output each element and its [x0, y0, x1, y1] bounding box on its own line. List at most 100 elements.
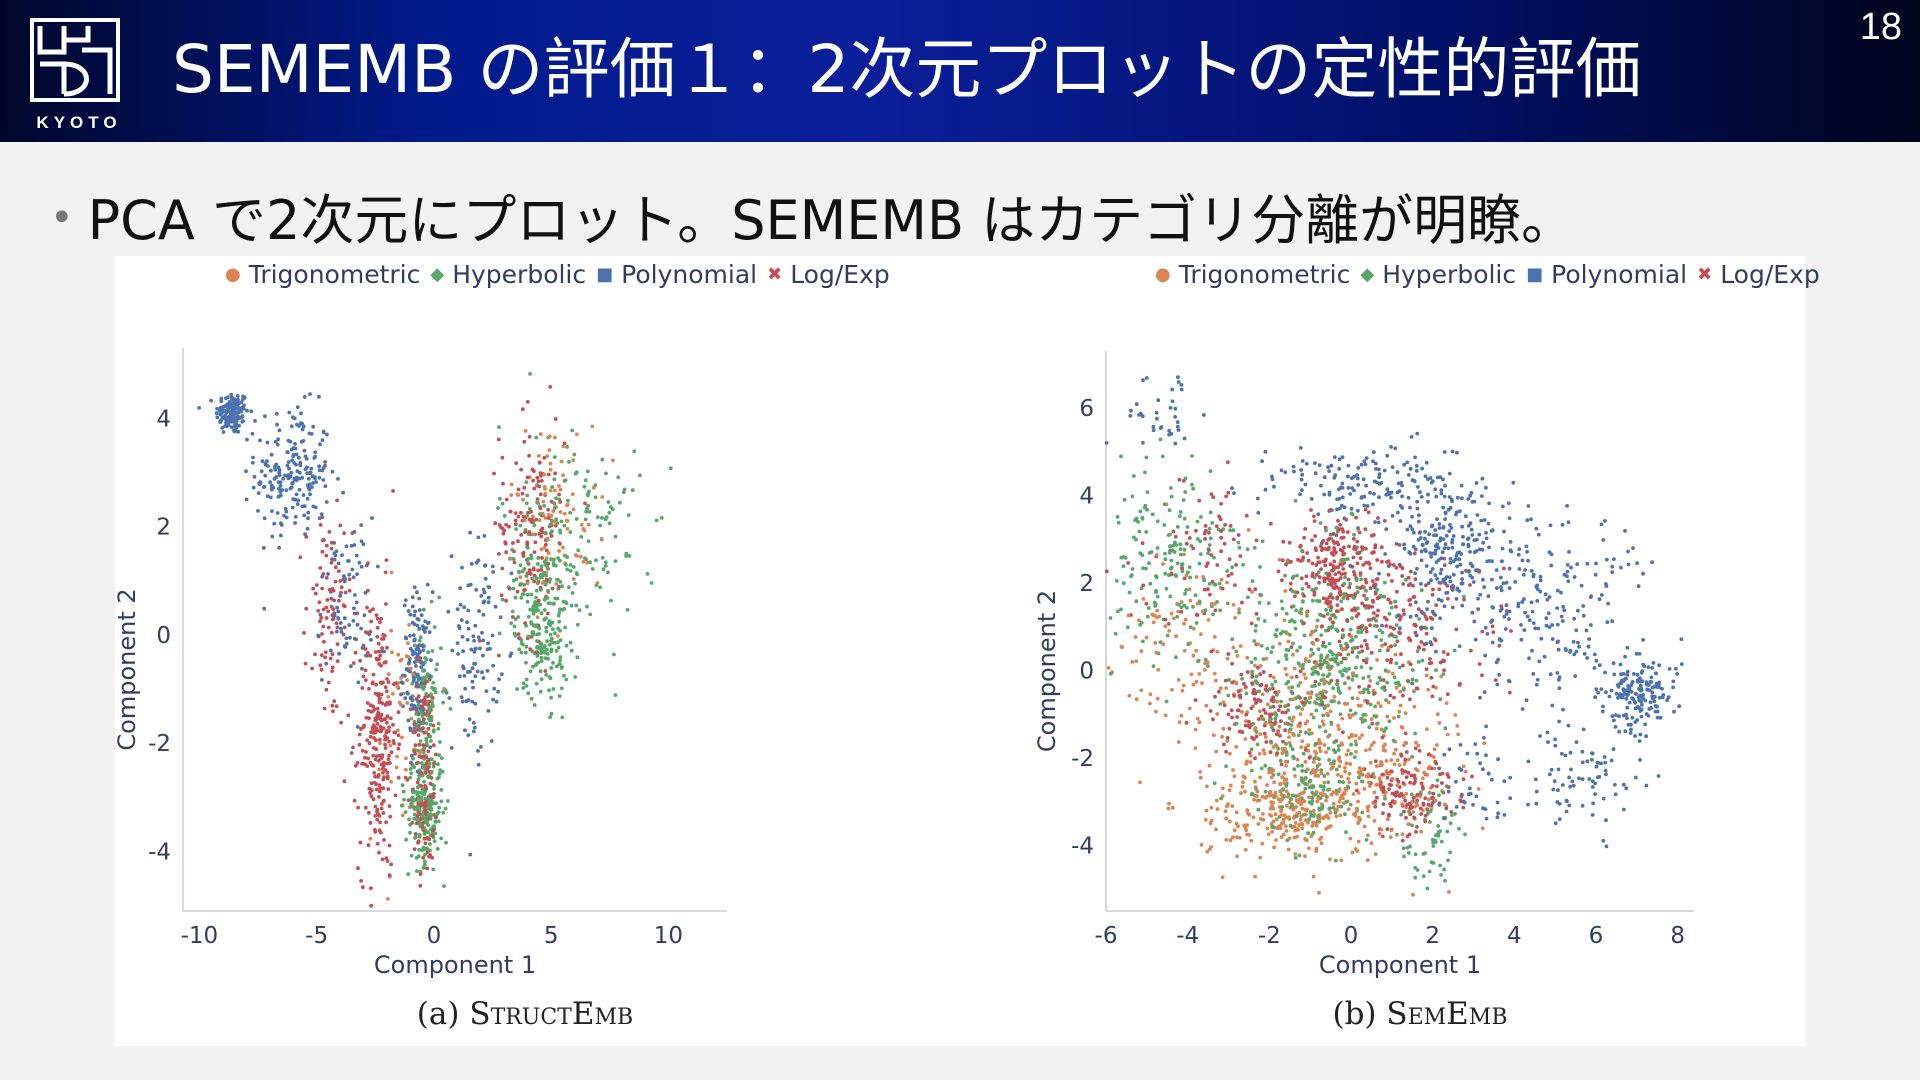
data-point — [1517, 567, 1522, 571]
data-point — [1269, 650, 1274, 654]
data-point — [1377, 482, 1382, 486]
data-point — [465, 620, 469, 625]
data-point — [351, 745, 355, 750]
data-point — [433, 690, 438, 695]
data-point — [1388, 600, 1393, 605]
data-point — [1273, 633, 1278, 637]
data-point — [1490, 640, 1495, 645]
data-point — [1319, 841, 1324, 846]
data-point — [1307, 817, 1311, 822]
data-point — [1300, 763, 1304, 768]
data-point — [490, 633, 495, 638]
data-point — [421, 766, 426, 770]
data-point — [1419, 495, 1424, 499]
data-point — [1402, 542, 1406, 547]
data-point — [1223, 523, 1227, 527]
data-point — [1403, 577, 1408, 582]
data-point — [294, 452, 299, 457]
data-point — [607, 521, 612, 526]
data-point — [1413, 875, 1418, 880]
data-point — [400, 735, 404, 740]
data-point — [1178, 514, 1182, 518]
data-point — [1419, 582, 1423, 586]
data-point — [437, 753, 442, 757]
data-point — [352, 543, 357, 547]
data-point — [1450, 449, 1455, 454]
data-point — [571, 565, 576, 569]
data-point — [347, 572, 352, 577]
data-point — [1230, 835, 1235, 840]
data-point — [402, 603, 407, 608]
data-point — [1258, 683, 1263, 688]
data-point — [324, 500, 329, 504]
data-point — [1435, 778, 1440, 783]
data-point — [1348, 762, 1353, 766]
data-point — [1587, 777, 1592, 781]
data-point — [1446, 789, 1451, 794]
data-point — [574, 603, 579, 608]
data-point — [1361, 658, 1366, 663]
y-axis-label: Component 2 — [1035, 590, 1061, 752]
data-point — [295, 405, 300, 409]
x-tick-label: 4 — [1507, 923, 1522, 949]
data-point — [1335, 678, 1340, 683]
data-point — [1241, 780, 1245, 785]
data-point — [1394, 604, 1398, 609]
data-point — [344, 636, 349, 641]
data-point — [1444, 701, 1449, 705]
data-point — [1229, 708, 1234, 713]
data-point — [466, 626, 471, 631]
data-point — [1546, 611, 1551, 616]
data-point — [546, 611, 550, 616]
data-point — [609, 598, 613, 603]
data-point — [530, 467, 535, 472]
data-point — [1360, 720, 1365, 724]
data-point — [1623, 529, 1627, 533]
data-point — [1191, 682, 1196, 687]
data-point — [1320, 702, 1324, 707]
data-point — [1188, 598, 1193, 603]
data-point — [1327, 536, 1332, 541]
data-point — [429, 757, 434, 762]
data-point — [1332, 475, 1337, 480]
data-point — [1355, 696, 1360, 701]
data-point — [1595, 760, 1600, 765]
data-point — [1353, 739, 1358, 744]
data-point — [1299, 801, 1304, 806]
data-point — [532, 550, 537, 554]
data-point — [521, 497, 525, 502]
data-point — [1328, 617, 1333, 621]
data-point — [1168, 544, 1173, 548]
data-point — [378, 653, 383, 658]
data-point — [1162, 523, 1167, 527]
data-point — [1400, 832, 1405, 837]
data-point — [270, 509, 274, 513]
data-point — [1603, 768, 1608, 773]
data-point — [1190, 482, 1194, 487]
data-point — [1534, 789, 1539, 794]
data-point — [1564, 809, 1569, 814]
data-point — [1349, 593, 1353, 598]
data-point — [1375, 681, 1380, 686]
data-point — [1269, 722, 1273, 727]
data-point — [1599, 593, 1604, 597]
data-point — [1350, 713, 1355, 717]
data-point — [1321, 539, 1326, 543]
data-point — [1317, 580, 1321, 585]
data-point — [409, 760, 413, 765]
data-point — [1433, 838, 1438, 843]
data-point — [1337, 727, 1341, 731]
data-point — [1313, 546, 1318, 551]
data-point — [1318, 837, 1322, 842]
data-point — [329, 648, 333, 653]
data-point — [1121, 564, 1126, 569]
data-point — [366, 810, 371, 815]
data-point — [1256, 717, 1261, 721]
data-point — [1373, 591, 1378, 596]
data-point — [1331, 532, 1336, 536]
data-point — [360, 748, 365, 753]
data-point — [293, 442, 297, 446]
data-point — [598, 585, 602, 590]
data-point — [1458, 743, 1463, 747]
data-point — [410, 795, 415, 800]
